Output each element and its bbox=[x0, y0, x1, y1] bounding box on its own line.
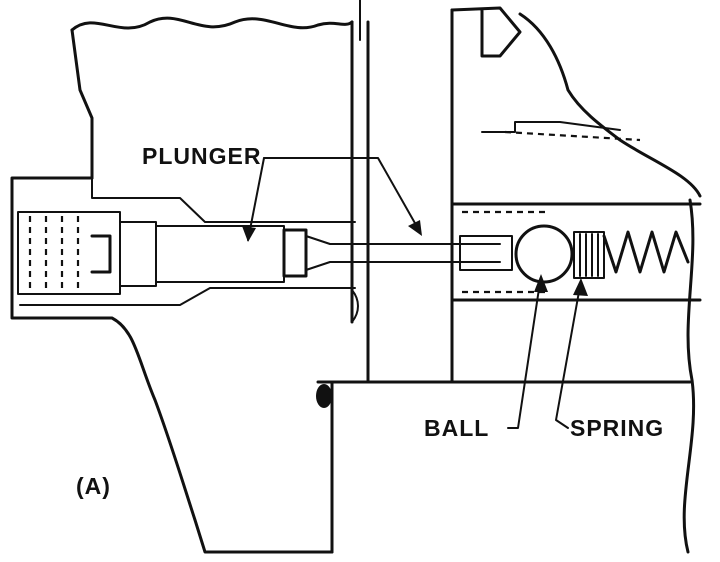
center-plate bbox=[350, 0, 370, 382]
arrowhead bbox=[408, 220, 422, 236]
figure-tag: (A) bbox=[76, 473, 111, 499]
arrowhead bbox=[573, 278, 588, 296]
spring-label: SPRING bbox=[570, 415, 664, 441]
spring bbox=[573, 230, 690, 279]
plunger-rod bbox=[155, 225, 513, 283]
arrowhead bbox=[534, 274, 548, 292]
plunger-label: PLUNGER bbox=[142, 143, 261, 169]
left-housing bbox=[10, 16, 356, 554]
ball-label: BALL bbox=[424, 415, 489, 441]
arrowhead bbox=[242, 226, 256, 242]
ball bbox=[514, 224, 574, 284]
lower-block bbox=[316, 380, 692, 554]
spring-leader bbox=[555, 278, 588, 429]
threaded-plug bbox=[17, 211, 157, 295]
plunger-leaders bbox=[242, 157, 422, 242]
ball-leader bbox=[507, 274, 548, 429]
right-body bbox=[450, 6, 702, 554]
